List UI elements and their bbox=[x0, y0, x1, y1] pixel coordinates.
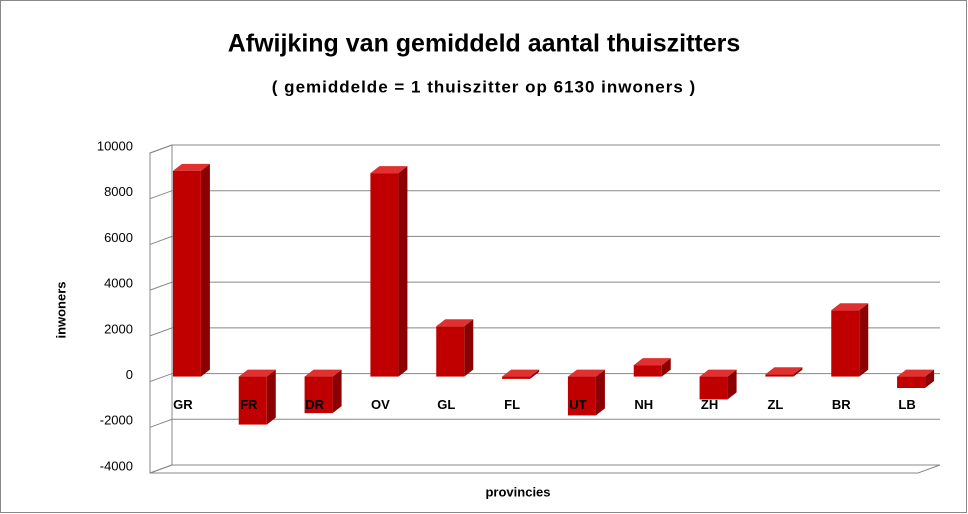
bar bbox=[436, 326, 465, 377]
x-tick-label: GL bbox=[437, 397, 455, 412]
y-tick-label: 2000 bbox=[104, 321, 133, 336]
y-tick-label: 4000 bbox=[104, 276, 133, 291]
bar-top bbox=[238, 369, 276, 377]
bar-side bbox=[793, 367, 803, 377]
bar bbox=[502, 376, 531, 379]
bar bbox=[699, 376, 728, 400]
x-tick-label: FR bbox=[240, 397, 258, 412]
x-tick-label: LB bbox=[898, 397, 915, 412]
x-tick-label: BR bbox=[832, 397, 851, 412]
grid-line bbox=[149, 190, 940, 200]
x-axis-label: provincies bbox=[485, 484, 550, 499]
floor-edge bbox=[150, 464, 941, 474]
bar-side bbox=[661, 358, 671, 377]
bar bbox=[172, 170, 201, 377]
bar-side bbox=[859, 303, 869, 377]
bar-side bbox=[595, 369, 605, 416]
bar bbox=[897, 376, 926, 388]
y-tick-label: 10000 bbox=[97, 138, 133, 153]
bar-top bbox=[304, 369, 342, 377]
bar-top bbox=[502, 369, 540, 377]
bar-side bbox=[530, 369, 540, 379]
bar-side bbox=[925, 369, 935, 388]
y-tick-label: 6000 bbox=[104, 230, 133, 245]
bar bbox=[567, 376, 596, 416]
bar-side bbox=[200, 163, 210, 377]
bar-top bbox=[765, 367, 803, 375]
bar-side bbox=[332, 369, 342, 414]
bar-side bbox=[464, 319, 474, 377]
y-axis-label: inwoners bbox=[53, 281, 68, 338]
bar-top bbox=[699, 369, 737, 377]
bar-top bbox=[370, 166, 408, 174]
y-tick-label: 0 bbox=[126, 367, 133, 382]
bar-side bbox=[266, 369, 276, 425]
bar-top bbox=[897, 369, 935, 377]
x-tick-label: UT bbox=[569, 397, 586, 412]
x-tick-label: DR bbox=[305, 397, 324, 412]
bar bbox=[304, 376, 333, 414]
grid-line bbox=[149, 373, 940, 383]
y-tick-label: -2000 bbox=[100, 413, 133, 428]
grid-line bbox=[149, 235, 940, 245]
bar bbox=[633, 365, 662, 377]
x-tick-label: ZL bbox=[767, 397, 783, 412]
x-tick-label: FL bbox=[504, 397, 520, 412]
x-tick-label: OV bbox=[371, 397, 390, 412]
grid-line bbox=[149, 327, 940, 337]
bar bbox=[831, 310, 860, 377]
chart-subtitle: ( gemiddelde = 1 thuiszitter op 6130 inw… bbox=[272, 77, 696, 96]
grid-line bbox=[149, 144, 940, 154]
bar-top bbox=[633, 358, 671, 366]
bar-top bbox=[831, 303, 869, 311]
chart-title: Afwijking van gemiddeld aantal thuiszitt… bbox=[228, 30, 741, 58]
bar bbox=[238, 376, 267, 425]
bar bbox=[765, 374, 794, 377]
bar-top bbox=[172, 163, 210, 171]
grid-line bbox=[149, 464, 940, 474]
bar-side bbox=[727, 369, 737, 400]
y-tick-label: -4000 bbox=[100, 458, 133, 473]
x-tick-label: NH bbox=[634, 397, 653, 412]
x-tick-label: ZH bbox=[701, 397, 718, 412]
bar-side bbox=[398, 166, 408, 377]
bar-top bbox=[567, 369, 605, 377]
y-tick-label: 8000 bbox=[104, 184, 133, 199]
bar bbox=[370, 173, 399, 377]
bar-top bbox=[436, 319, 474, 327]
grid-line bbox=[149, 281, 940, 291]
grid-line bbox=[149, 418, 940, 428]
x-tick-label: GR bbox=[173, 397, 193, 412]
